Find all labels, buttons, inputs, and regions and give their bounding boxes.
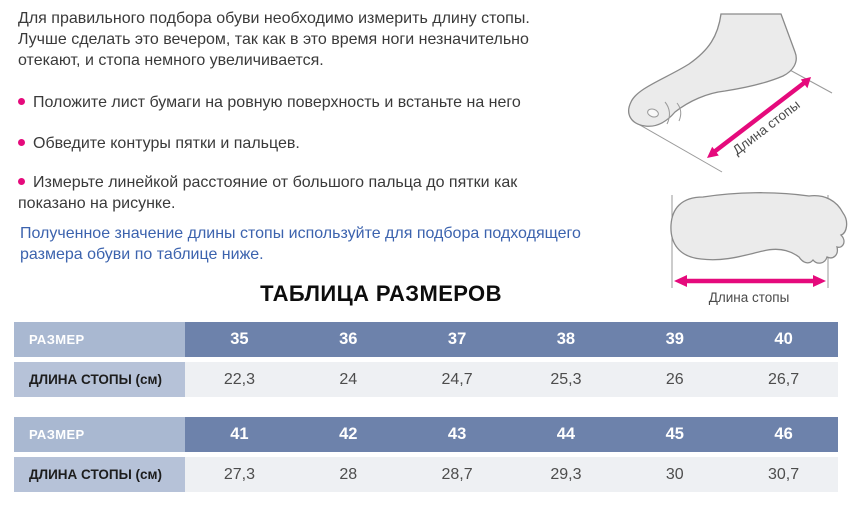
size-table-35-40: РАЗМЕР 35 36 37 38 39 40 ДЛИНА СТОПЫ (см…	[14, 322, 838, 397]
length-value-cell: 24	[293, 362, 403, 397]
heel-extension-line	[787, 68, 833, 94]
size-header-cell: 44	[511, 417, 621, 452]
instruction-text: Обведите контуры пятки и пальцев.	[33, 135, 300, 152]
foot-length-label: Длина стопы	[709, 290, 790, 305]
intro-line: Лучше сделать это вечером, так как в это…	[18, 31, 529, 48]
note-line: Полученное значение длины стопы использу…	[20, 225, 581, 242]
toe-separation-lines	[664, 101, 682, 125]
instruction-item-3: Измерьте линейкой расстояние от большого…	[18, 172, 517, 214]
size-header-cell: 46	[729, 417, 838, 452]
length-value-cell: 29,3	[511, 457, 621, 492]
arrowhead-icon	[813, 275, 826, 287]
size-header-cell: 36	[293, 322, 403, 357]
size-header-cell: 43	[402, 417, 512, 452]
size-header-cell: 40	[729, 322, 838, 357]
size-header-cell: 41	[185, 417, 294, 452]
length-value-cell: 22,3	[185, 362, 294, 397]
length-value-cell: 28	[293, 457, 403, 492]
size-header-cell: 39	[620, 322, 730, 357]
instruction-text-line: Измерьте линейкой расстояние от большого…	[18, 172, 517, 193]
length-value-cell: 27,3	[185, 457, 294, 492]
note-line: размера обуви по таблице ниже.	[20, 246, 264, 263]
arrowhead-icon	[674, 275, 687, 287]
instruction-text: Положите лист бумаги на ровную поверхнос…	[33, 94, 521, 111]
toe-extension-line	[632, 120, 723, 173]
length-value-cell: 26	[620, 362, 730, 397]
length-value-cell: 30	[620, 457, 730, 492]
intro-line: отекают, и стопа немного увеличивается.	[18, 52, 324, 69]
size-header-cell: 35	[185, 322, 294, 357]
size-table-41-46: РАЗМЕР 41 42 43 44 45 46 ДЛИНА СТОПЫ (см…	[14, 417, 838, 492]
foot-length-label: Длина стопы	[730, 97, 803, 158]
size-header-cell: 38	[511, 322, 621, 357]
length-value-cell: 30,7	[729, 457, 838, 492]
intro-paragraph: Для правильного подбора обуви необходимо…	[18, 8, 530, 71]
instruction-item-1: Положите лист бумаги на ровную поверхнос…	[18, 92, 521, 113]
length-value-cell: 28,7	[402, 457, 512, 492]
size-table-title: ТАБЛИЦА РАЗМЕРОВ	[260, 281, 502, 306]
bullet-icon	[18, 139, 25, 147]
size-row-label: РАЗМЕР	[14, 417, 185, 452]
instruction-text-line: показано на рисунке.	[18, 195, 176, 212]
instruction-item-2: Обведите контуры пятки и пальцев.	[18, 133, 300, 154]
length-value-cell: 24,7	[402, 362, 512, 397]
dimension-arrow	[712, 81, 806, 154]
foot-side-measurement-diagram: Длина стопы	[628, 13, 833, 173]
bullet-icon	[18, 178, 25, 186]
note-paragraph: Полученное значение длины стопы использу…	[20, 223, 581, 265]
size-header-cell: 42	[293, 417, 403, 452]
foot-sole-measurement-diagram: Длина стопы	[670, 192, 848, 305]
size-header-cell: 37	[402, 322, 512, 357]
intro-line: Для правильного подбора обуви необходимо…	[18, 10, 530, 27]
bullet-icon	[18, 98, 25, 106]
length-value-cell: 26,7	[729, 362, 838, 397]
size-header-cell: 45	[620, 417, 730, 452]
foot-side-illustration	[628, 13, 797, 127]
foot-sole-illustration	[670, 192, 848, 264]
arrowhead-icon	[800, 77, 811, 89]
arrowhead-icon	[707, 146, 719, 158]
length-row-label: ДЛИНА СТОПЫ (см)	[14, 362, 185, 397]
size-row-label: РАЗМЕР	[14, 322, 185, 357]
length-value-cell: 25,3	[511, 362, 621, 397]
toenail-detail	[647, 108, 659, 118]
length-row-label: ДЛИНА СТОПЫ (см)	[14, 457, 185, 492]
